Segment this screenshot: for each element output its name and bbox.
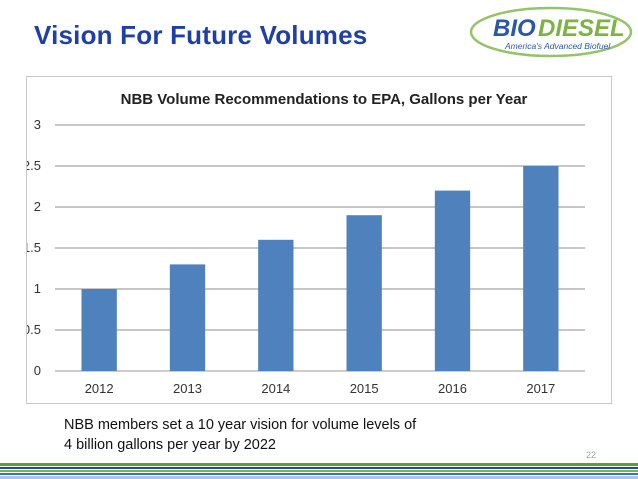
bar-2012 <box>81 289 117 371</box>
bar-2017 <box>523 166 559 371</box>
footer-stripe-green-2 <box>0 470 638 472</box>
y-tick-label: 1.5 <box>27 240 41 255</box>
footer-stripes <box>0 463 638 479</box>
footer-stripe-green <box>0 463 638 466</box>
footer-stripe-blue-2 <box>0 473 638 475</box>
page-number: 22 <box>586 450 597 460</box>
bar-2014 <box>258 239 294 371</box>
y-tick-label: 1 <box>34 281 41 296</box>
y-tick-label: 2 <box>34 199 41 214</box>
vision-note: NBB members set a 10 year vision for vol… <box>64 415 484 455</box>
x-tick-label: 2015 <box>350 381 379 396</box>
chart-title: NBB Volume Recommendations to EPA, Gallo… <box>121 91 528 108</box>
note-line-2: 4 billion gallons per year by 2022 <box>64 437 276 453</box>
x-tick-label: 2016 <box>438 381 467 396</box>
x-tick-label: 2013 <box>173 381 202 396</box>
chart-container: NBB Volume Recommendations to EPA, Gallo… <box>26 76 612 404</box>
y-tick-label: 0.5 <box>27 322 41 337</box>
x-tick-label: 2012 <box>85 381 114 396</box>
y-tick-label: 2.5 <box>27 158 41 173</box>
bar-2015 <box>346 215 382 371</box>
y-tick-label: 0 <box>34 363 41 378</box>
biodiesel-logo: BIO DIESEL America's Advanced Biofuel <box>469 6 633 58</box>
slide-title: Vision For Future Volumes <box>34 20 368 50</box>
x-tick-label: 2017 <box>526 381 555 396</box>
logo-text-bio: BIO <box>493 15 536 42</box>
note-line-1: NBB members set a 10 year vision for vol… <box>64 417 417 433</box>
bar-2013 <box>169 264 206 371</box>
y-tick-label: 3 <box>34 117 41 132</box>
logo-swoosh <box>469 6 633 58</box>
footer-stripe-blue <box>0 467 638 469</box>
footer-stripe-light <box>0 476 638 479</box>
logo-tagline: America's Advanced Biofuel <box>504 41 611 51</box>
x-tick-label: 2014 <box>261 381 290 396</box>
bar-chart: NBB Volume Recommendations to EPA, Gallo… <box>27 91 585 396</box>
logo-text-diesel: DIESEL <box>538 15 625 42</box>
bar-2016 <box>434 190 471 371</box>
